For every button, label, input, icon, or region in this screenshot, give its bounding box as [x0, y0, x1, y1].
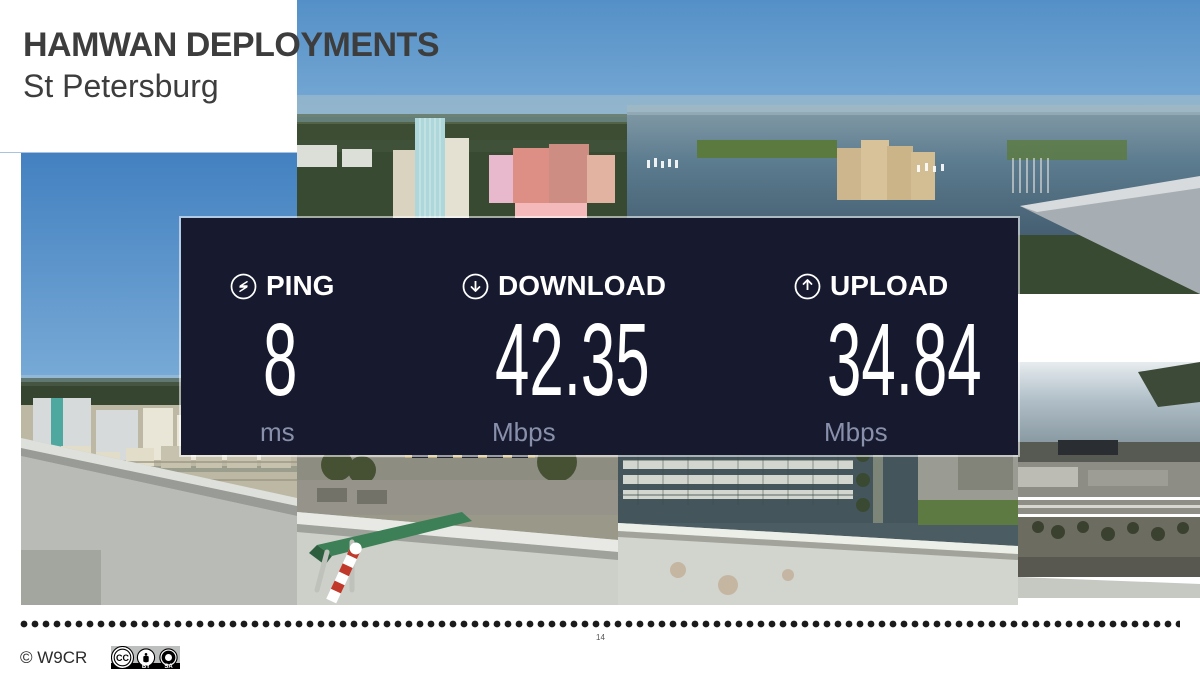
svg-text:BY: BY	[142, 664, 150, 669]
svg-text:CC: CC	[116, 653, 129, 663]
svg-text:SA: SA	[164, 664, 173, 669]
